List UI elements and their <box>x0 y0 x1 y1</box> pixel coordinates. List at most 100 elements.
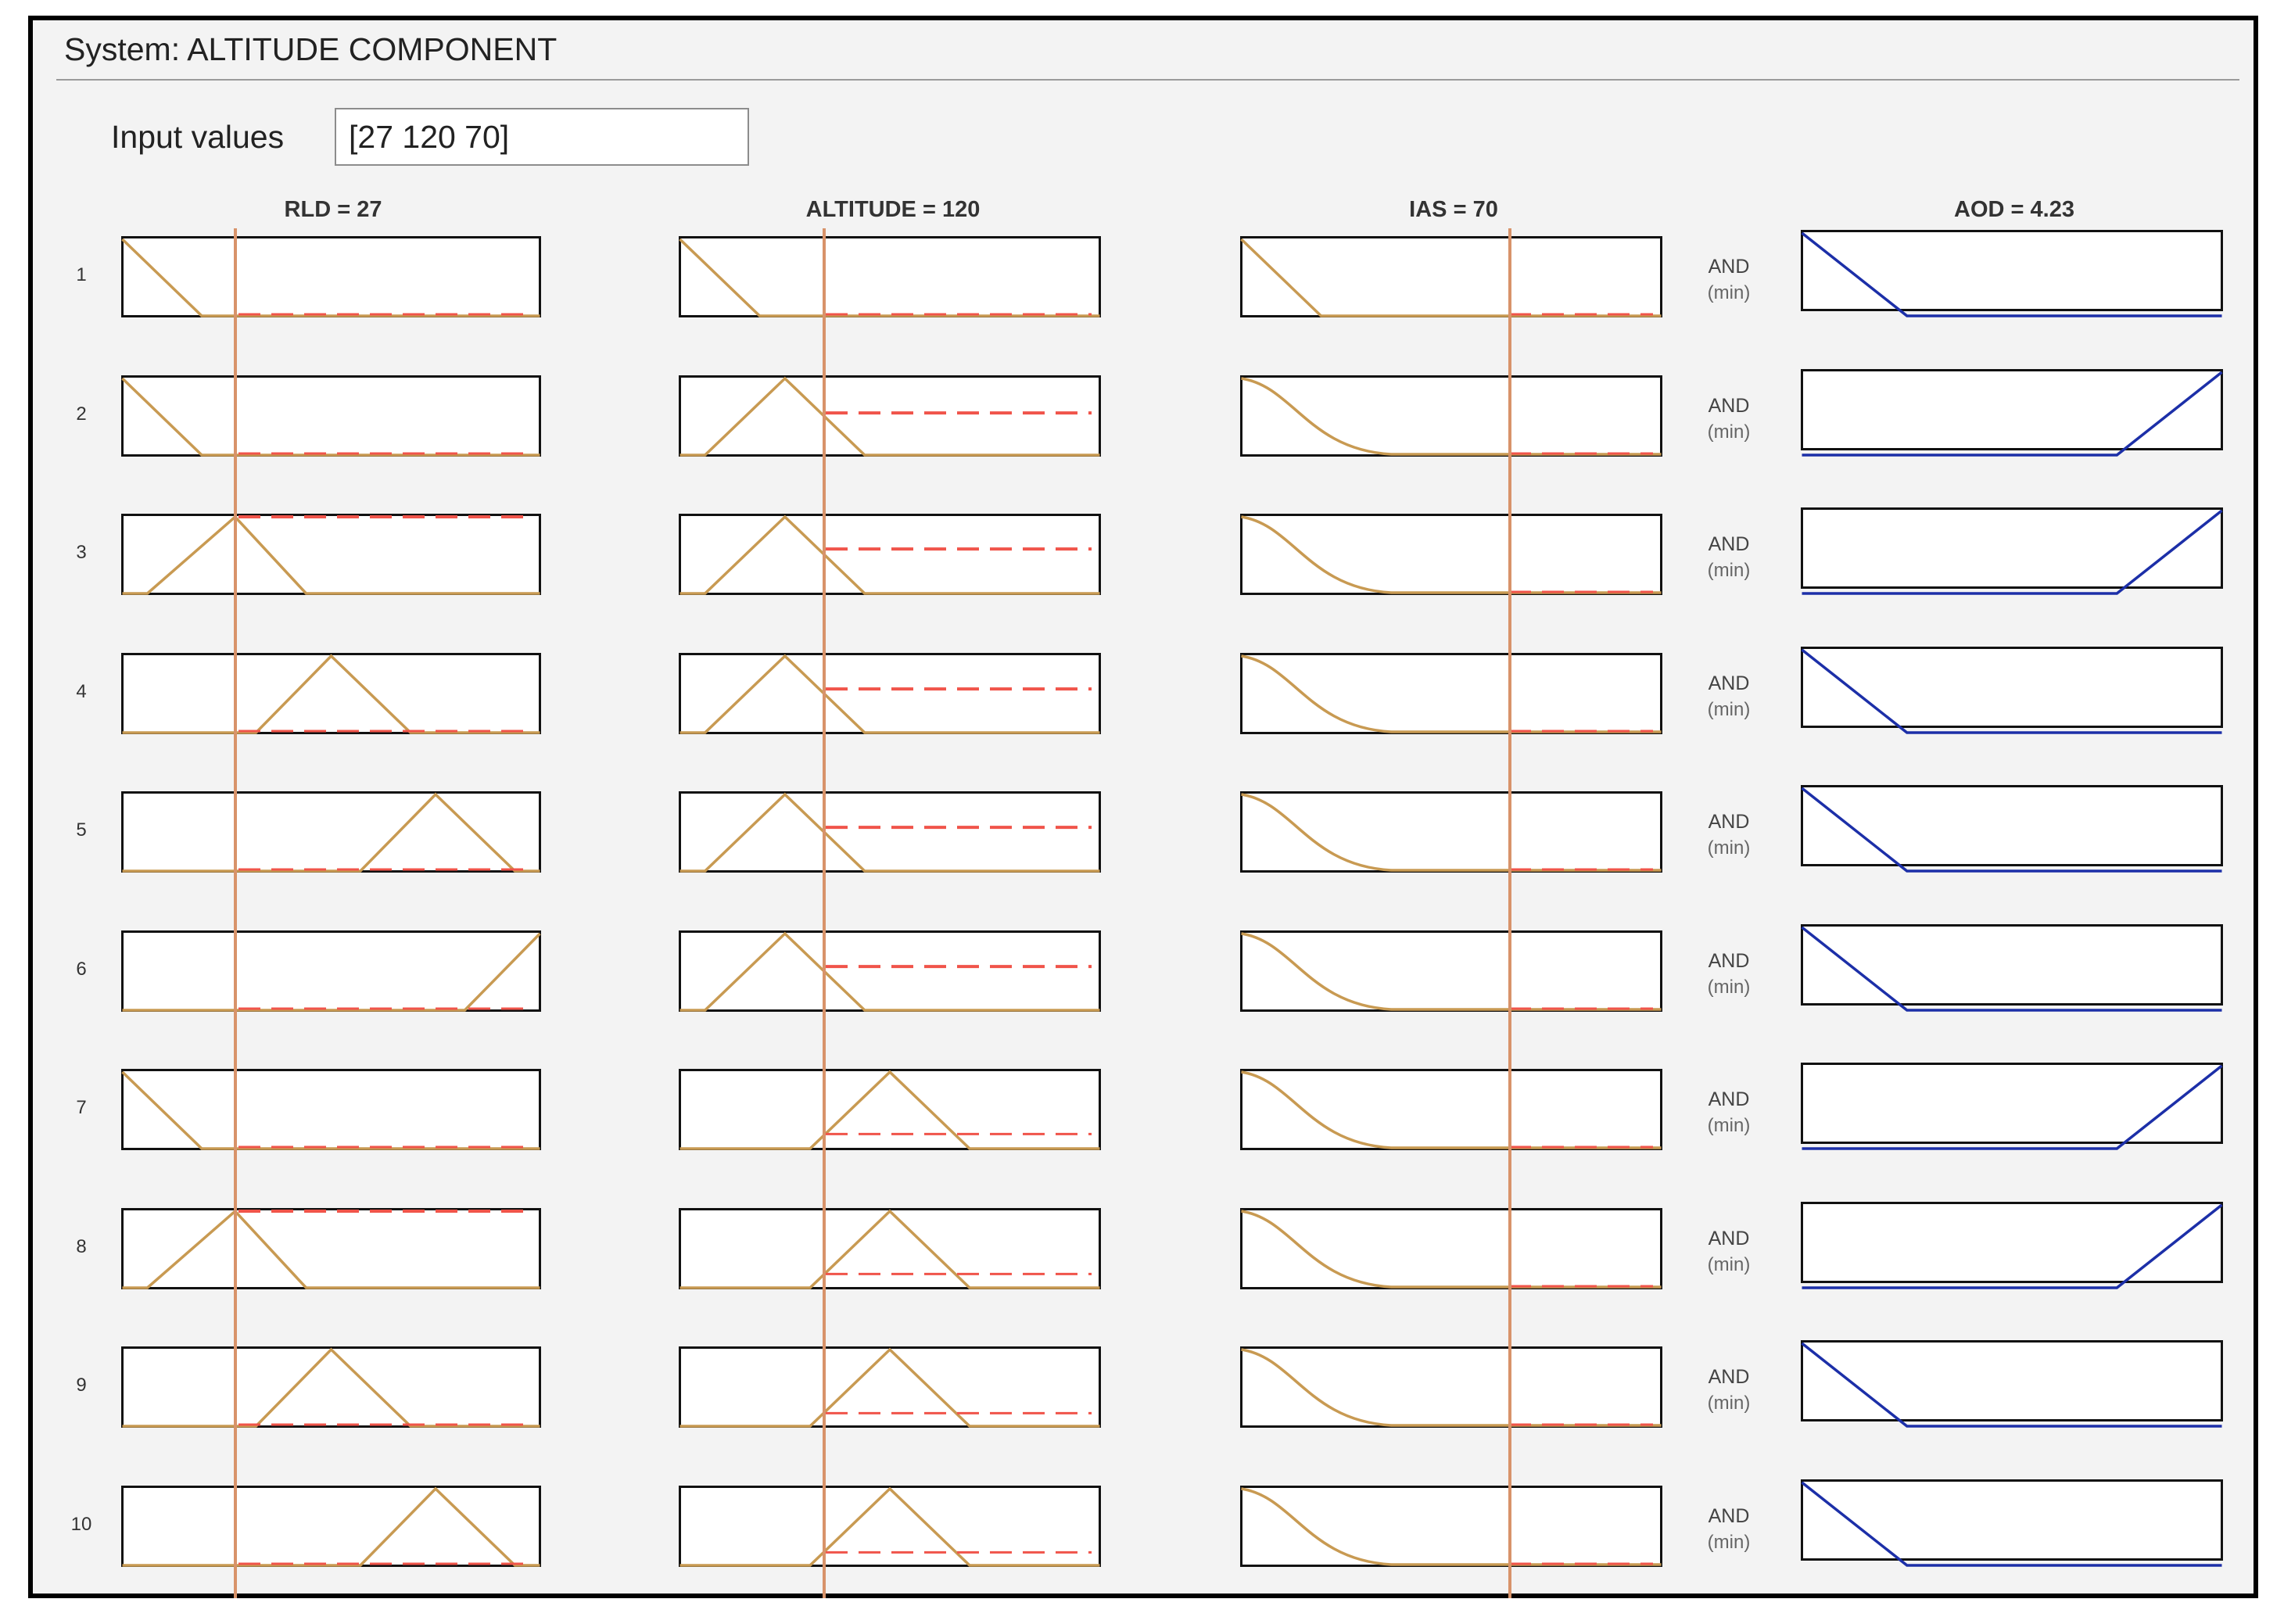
and-operator-label: AND (min) <box>1682 670 1776 723</box>
rld-membership-curve <box>121 238 540 317</box>
ias-membership-curve <box>1241 1487 1662 1566</box>
ias-membership-curve <box>1240 238 1662 317</box>
aod-membership-curve <box>1801 1342 2222 1428</box>
altitude-mf-plot[interactable] <box>679 1069 1101 1150</box>
altitude-mf-plot[interactable] <box>679 791 1101 873</box>
rld-mf-plot[interactable] <box>121 930 541 1012</box>
aod-output-plot[interactable] <box>1801 1340 2223 1428</box>
and-text: AND <box>1708 811 1750 833</box>
plot-frame <box>679 236 1101 317</box>
and-operator-label: AND (min) <box>1682 1086 1776 1139</box>
altitude-membership-curve <box>679 1486 1100 1567</box>
ias-mf-plot[interactable] <box>1240 653 1662 734</box>
plot-frame <box>121 514 541 595</box>
plot-frame <box>1240 653 1662 734</box>
plot-frame <box>679 1486 1101 1567</box>
and-operator-label: AND (min) <box>1682 948 1776 1001</box>
and-method-text: (min) <box>1707 282 1751 303</box>
rule-number: 1 <box>76 264 87 285</box>
rld-input-marker[interactable] <box>234 228 237 1598</box>
altitude-membership-curve <box>679 238 1100 317</box>
plot-frame <box>679 375 1101 457</box>
and-method-text: (min) <box>1707 977 1751 998</box>
ias-mf-plot[interactable] <box>1240 1486 1662 1567</box>
ias-mf-plot[interactable] <box>1240 375 1662 457</box>
plot-frame <box>121 1069 541 1150</box>
aod-output-plot[interactable] <box>1801 230 2223 317</box>
rld-mf-plot[interactable] <box>121 375 541 457</box>
aod-output-plot[interactable] <box>1801 924 2223 1012</box>
ias-mf-plot[interactable] <box>1240 1346 1662 1428</box>
rule-number: 4 <box>76 681 87 702</box>
ias-mf-plot[interactable] <box>1240 1069 1662 1150</box>
plot-frame <box>121 653 541 734</box>
plot-frame <box>121 930 541 1012</box>
and-operator-label: AND (min) <box>1682 1364 1776 1417</box>
aod-output-plot[interactable] <box>1801 647 2223 734</box>
and-method-text: (min) <box>1707 421 1751 443</box>
plot-frame <box>121 791 541 873</box>
and-operator-label: AND (min) <box>1682 1503 1776 1556</box>
rld-mf-plot[interactable] <box>121 236 541 317</box>
altitude-membership-curve <box>679 792 1100 873</box>
altitude-input-marker[interactable] <box>823 228 826 1598</box>
altitude-mf-plot[interactable] <box>679 375 1101 457</box>
altitude-membership-curve <box>679 1347 1100 1428</box>
and-method-text: (min) <box>1707 699 1751 720</box>
rule-number: 10 <box>70 1514 92 1535</box>
ias-input-marker[interactable] <box>1508 228 1511 1598</box>
altitude-membership-curve <box>679 1209 1100 1289</box>
plot-frame <box>1801 1340 2223 1421</box>
ias-mf-plot[interactable] <box>1240 930 1662 1012</box>
rld-membership-curve <box>122 792 540 873</box>
rld-mf-plot[interactable] <box>121 1346 541 1428</box>
input-values-field[interactable] <box>335 108 749 166</box>
plot-frame <box>1801 230 2223 311</box>
altitude-mf-plot[interactable] <box>679 1486 1101 1567</box>
altitude-mf-plot[interactable] <box>679 1346 1101 1428</box>
column-header-aod: AOD = 4.23 <box>1954 197 2074 222</box>
ias-mf-plot[interactable] <box>1240 1208 1662 1289</box>
rld-mf-plot[interactable] <box>121 791 541 873</box>
plot-frame <box>121 375 541 457</box>
aod-output-plot[interactable] <box>1801 1479 2223 1567</box>
and-text: AND <box>1708 533 1750 555</box>
aod-membership-curve <box>1801 1481 2222 1567</box>
ias-mf-plot[interactable] <box>1240 791 1662 873</box>
aod-membership-curve <box>1802 371 2223 457</box>
rld-mf-plot[interactable] <box>121 653 541 734</box>
rld-mf-plot[interactable] <box>121 1069 541 1150</box>
ias-mf-plot[interactable] <box>1240 514 1662 595</box>
and-operator-label: AND (min) <box>1682 808 1776 862</box>
aod-output-plot[interactable] <box>1801 1063 2223 1150</box>
altitude-mf-plot[interactable] <box>679 930 1101 1012</box>
plot-frame <box>1240 375 1662 457</box>
altitude-mf-plot[interactable] <box>679 236 1101 317</box>
aod-output-plot[interactable] <box>1801 507 2223 595</box>
plot-frame <box>1240 1346 1662 1428</box>
altitude-mf-plot[interactable] <box>679 653 1101 734</box>
and-text: AND <box>1708 256 1750 278</box>
rld-mf-plot[interactable] <box>121 1208 541 1289</box>
plot-frame <box>121 1486 541 1567</box>
altitude-mf-plot[interactable] <box>679 1208 1101 1289</box>
aod-output-plot[interactable] <box>1801 1202 2223 1289</box>
ias-membership-curve <box>1241 793 1662 872</box>
and-method-text: (min) <box>1707 1115 1751 1136</box>
altitude-mf-plot[interactable] <box>679 514 1101 595</box>
plot-frame <box>1801 647 2223 728</box>
ias-mf-plot[interactable] <box>1240 236 1662 317</box>
rld-mf-plot[interactable] <box>121 514 541 595</box>
ias-membership-curve <box>1241 515 1662 594</box>
column-header-rld: RLD = 27 <box>284 197 382 222</box>
and-operator-label: AND (min) <box>1682 1225 1776 1278</box>
aod-membership-curve <box>1801 787 2222 873</box>
rule-number: 5 <box>76 819 87 841</box>
rld-membership-curve <box>122 1347 540 1428</box>
plot-frame <box>1801 507 2223 589</box>
aod-output-plot[interactable] <box>1801 369 2223 457</box>
aod-output-plot[interactable] <box>1801 785 2223 873</box>
rld-mf-plot[interactable] <box>121 1486 541 1567</box>
altitude-membership-curve <box>679 376 1100 457</box>
column-header-ias: IAS = 70 <box>1409 197 1498 222</box>
